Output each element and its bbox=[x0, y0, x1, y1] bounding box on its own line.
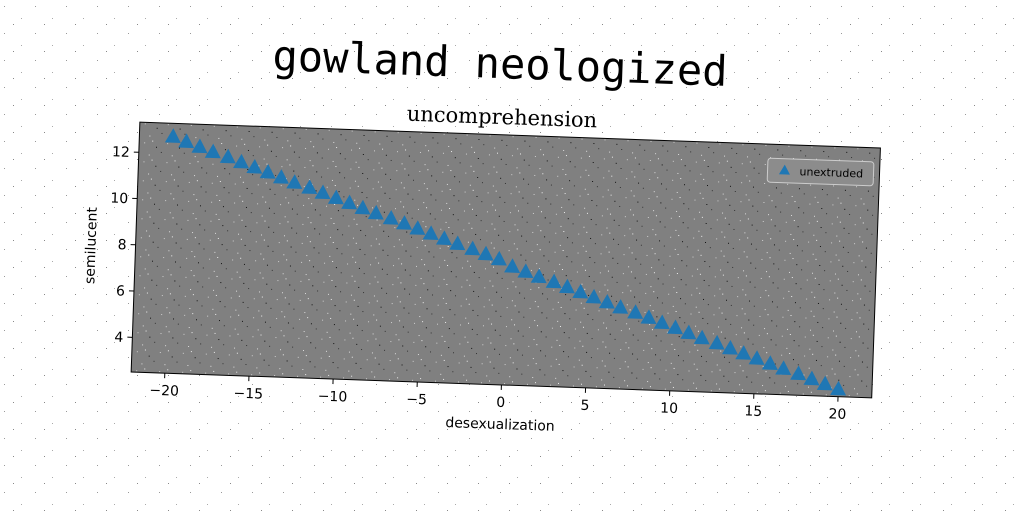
data-point bbox=[693, 329, 710, 345]
data-point bbox=[314, 184, 331, 200]
data-point bbox=[572, 283, 589, 299]
y-tick-label: 4 bbox=[114, 330, 124, 346]
data-point bbox=[504, 258, 521, 273]
data-point bbox=[382, 210, 399, 225]
legend: unextruded bbox=[766, 157, 875, 187]
data-point bbox=[585, 288, 602, 304]
data-point bbox=[627, 304, 644, 319]
data-point bbox=[409, 220, 426, 235]
legend-label: unextruded bbox=[799, 165, 863, 180]
data-point bbox=[396, 215, 413, 230]
y-tick-label: 12 bbox=[112, 144, 130, 161]
x-tick-label: −15 bbox=[233, 386, 263, 403]
data-point bbox=[178, 133, 195, 149]
data-point bbox=[721, 340, 738, 355]
x-tick-label: 10 bbox=[660, 401, 678, 418]
data-point bbox=[490, 250, 507, 266]
x-tick-label: −20 bbox=[149, 383, 179, 400]
data-point bbox=[422, 225, 439, 240]
x-tick-label: −10 bbox=[317, 389, 347, 406]
y-axis-label: semilucent bbox=[82, 206, 101, 284]
x-axis: −20 −15 −10 −5 0 5 10 15 20 bbox=[149, 373, 847, 423]
data-point bbox=[775, 360, 792, 376]
data-point bbox=[708, 334, 725, 350]
y-tick-label: 10 bbox=[110, 191, 128, 208]
data-point bbox=[530, 268, 547, 284]
data-point bbox=[680, 324, 697, 340]
x-tick-label: 0 bbox=[496, 395, 505, 411]
data-point bbox=[830, 380, 847, 396]
y-tick-label: 8 bbox=[117, 237, 126, 253]
x-tick-label: 20 bbox=[828, 406, 846, 423]
y-tick-label: 6 bbox=[116, 283, 126, 299]
data-point bbox=[449, 235, 466, 251]
plot-noise bbox=[131, 122, 881, 398]
data-point bbox=[435, 230, 452, 246]
data-point bbox=[341, 194, 358, 210]
legend-marker-triangle bbox=[778, 164, 790, 175]
data-point bbox=[653, 314, 670, 330]
data-point bbox=[667, 319, 684, 335]
data-point bbox=[477, 245, 494, 261]
data-point bbox=[164, 128, 181, 143]
data-point bbox=[748, 350, 765, 365]
data-point bbox=[204, 143, 221, 159]
x-tick-label: 5 bbox=[580, 398, 589, 414]
data-point bbox=[816, 375, 833, 391]
data-point bbox=[612, 299, 629, 314]
data-point bbox=[761, 355, 778, 370]
data-point bbox=[354, 199, 371, 215]
x-axis-label: desexualization bbox=[445, 415, 555, 435]
data-point bbox=[301, 179, 318, 195]
data-point bbox=[191, 138, 208, 154]
data-point bbox=[259, 164, 276, 179]
data-point bbox=[545, 273, 562, 289]
data-point bbox=[790, 365, 807, 381]
data-point bbox=[286, 174, 303, 189]
data-point bbox=[517, 263, 534, 279]
axes: −20 −15 −10 −5 0 5 10 15 20 4 6 8 10 12 desexualizat… bbox=[82, 121, 881, 435]
x-tick-label: 15 bbox=[744, 403, 762, 420]
data-point bbox=[233, 153, 250, 169]
data-point bbox=[803, 370, 820, 386]
data-point bbox=[735, 345, 752, 360]
x-tick-label: −5 bbox=[406, 392, 427, 409]
legend-box bbox=[766, 157, 875, 187]
data-point bbox=[272, 169, 289, 184]
data-point bbox=[598, 294, 615, 309]
data-point bbox=[219, 148, 236, 164]
data-point bbox=[367, 204, 384, 220]
data-point bbox=[464, 240, 481, 256]
data-point bbox=[558, 278, 575, 294]
data-point bbox=[640, 309, 657, 325]
y-axis: 4 6 8 10 12 bbox=[110, 144, 139, 346]
data-point bbox=[246, 158, 263, 174]
data-point bbox=[327, 189, 344, 205]
data-points bbox=[164, 128, 847, 396]
